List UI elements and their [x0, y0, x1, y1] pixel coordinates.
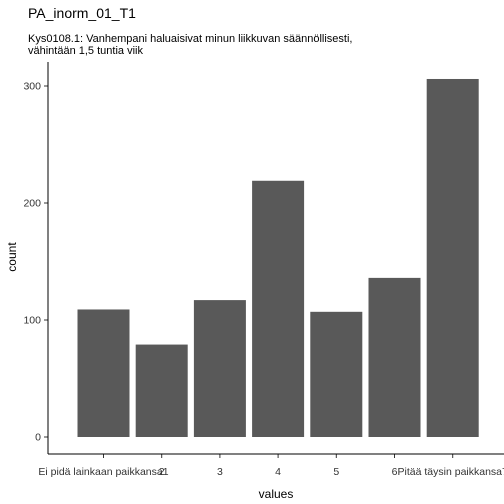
- bar-6: [369, 278, 421, 437]
- x-tick-label-4: 4: [275, 466, 281, 478]
- bar-1: [78, 309, 130, 437]
- x-tick-label-1: Ei pidä lainkaan paikkansa1: [38, 466, 168, 478]
- y-axis-title: count: [5, 242, 19, 272]
- bars-group: [78, 79, 479, 437]
- y-tick-label-100: 100: [23, 315, 41, 327]
- y-tick-label-200: 200: [23, 198, 41, 210]
- x-tick-label-3: 3: [217, 466, 223, 478]
- chart-subtitle-line-2: vähintään 1,5 tuntia viik: [28, 45, 143, 57]
- bar-2: [136, 345, 188, 437]
- bar-3: [194, 300, 246, 437]
- x-tick-label-2: 2: [159, 466, 165, 478]
- chart-title: PA_inorm_01_T1: [28, 5, 136, 21]
- x-tick-label-5: 5: [333, 466, 339, 478]
- y-tick-label-300: 300: [23, 81, 41, 93]
- bar-7: [427, 79, 479, 437]
- chart-subtitle-line-1: Kys0108.1: Vanhempani haluaisivat minun …: [28, 33, 352, 45]
- x-tick-label-7: Pitää täysin paikkansa7: [398, 466, 504, 478]
- bar-4: [252, 181, 304, 437]
- y-tick-label-0: 0: [35, 432, 41, 444]
- x-axis-title: values: [259, 487, 294, 501]
- bar-5: [310, 312, 362, 437]
- y-axis-ticks: 0 100 200 300: [23, 81, 48, 444]
